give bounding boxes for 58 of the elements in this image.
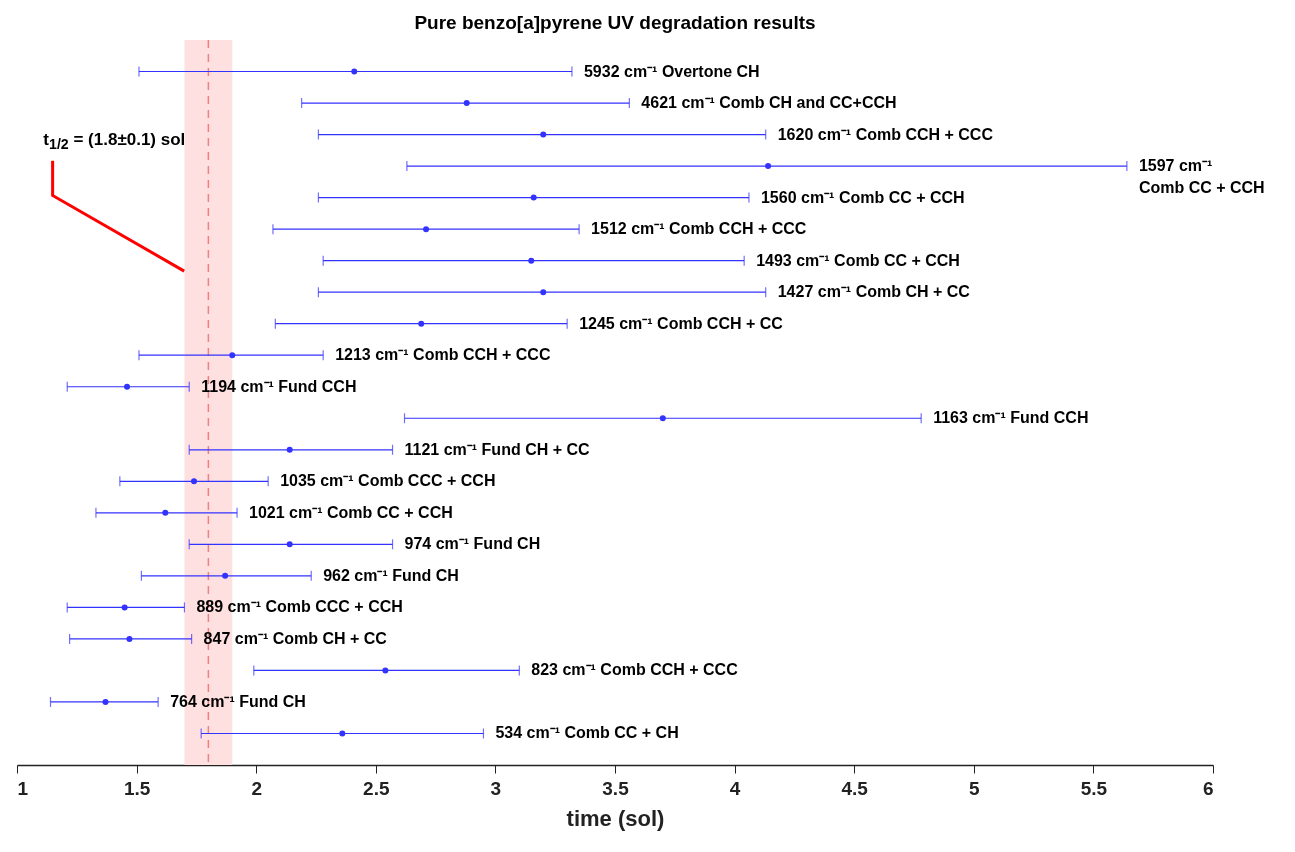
point xyxy=(463,100,470,107)
x-tick-label: 1.5 xyxy=(123,777,151,799)
y-tick-label: 1560 cm⁻¹ Comb CC + CCH xyxy=(760,188,965,206)
point xyxy=(102,698,109,705)
y-tick-label: 1493 cm⁻¹ Comb CC + CCH xyxy=(756,251,960,269)
y-tick-label: 764 cm⁻¹ Fund CH xyxy=(170,692,306,710)
y-tick-label: 1194 cm⁻¹ Fund CCH xyxy=(201,377,357,395)
x-tick-label: 6 xyxy=(1202,777,1214,799)
y-tick-label: 1121 cm⁻¹ Fund CH + CC xyxy=(404,440,591,458)
point xyxy=(418,320,425,327)
y-tick-label: 1597 cm⁻¹ Comb CC + CCH xyxy=(1138,157,1265,197)
x-tick-label: 4.5 xyxy=(841,777,869,799)
point xyxy=(162,509,169,516)
y-tick-label: 4621 cm⁻¹ Comb CH and CC+CCH xyxy=(641,94,897,112)
point xyxy=(229,352,236,359)
x-tick-label: 3.5 xyxy=(602,777,630,799)
x-tick-label: 1 xyxy=(17,777,29,799)
y-tick-label: 847 cm⁻¹ Comb CH + CC xyxy=(203,629,388,647)
point xyxy=(528,257,535,264)
point xyxy=(124,383,131,390)
point xyxy=(423,226,430,233)
y-tick-label: 1427 cm⁻¹ Comb CH + CC xyxy=(777,283,971,301)
y-tick-label: 962 cm⁻¹ Fund CH xyxy=(323,566,459,584)
point xyxy=(126,635,133,642)
y-tick-label: 1163 cm⁻¹ Fund CCH xyxy=(933,409,1089,427)
y-tick-label: 823 cm⁻¹ Comb CCH + CCC xyxy=(531,661,739,679)
point xyxy=(121,604,128,611)
y-tick-label: 5932 cm⁻¹ Overtone CH xyxy=(583,62,760,80)
ref-line-label: t$_{1/2}$ = (1.8±0.1) sol xyxy=(43,129,186,153)
point xyxy=(382,667,389,674)
y-tick-label: 1035 cm⁻¹ Comb CCC + CCH xyxy=(280,472,496,490)
y-tick-label: 1512 cm⁻¹ Comb CCH + CCC xyxy=(591,220,807,238)
x-tick-label: 3 xyxy=(490,777,502,799)
y-tick-label: 1213 cm⁻¹ Comb CCH + CCC xyxy=(335,346,551,364)
point xyxy=(540,289,547,296)
point xyxy=(222,572,229,579)
point xyxy=(659,415,666,422)
x-axis-title: time (sol) xyxy=(566,805,665,831)
point xyxy=(286,541,293,548)
point xyxy=(286,446,293,453)
x-tick-label: 4 xyxy=(729,777,741,799)
point xyxy=(540,131,547,138)
point xyxy=(191,478,198,485)
point xyxy=(339,730,346,737)
x-tick-label: 5 xyxy=(969,777,981,799)
y-tick-label: 889 cm⁻¹ Comb CCC + CCH xyxy=(196,598,403,616)
point xyxy=(530,194,537,201)
point xyxy=(351,68,358,75)
point xyxy=(765,163,772,170)
chart-title: Pure benzo[a]pyrene UV degradation results xyxy=(414,12,816,34)
y-tick-label: 974 cm⁻¹ Fund CH xyxy=(404,535,541,553)
y-tick-label: 1245 cm⁻¹ Comb CCH + CC xyxy=(579,314,784,332)
x-tick-label: 5.5 xyxy=(1080,777,1108,799)
y-tick-label: 1021 cm⁻¹ Comb CC + CCH xyxy=(249,503,453,521)
x-tick-label: 2 xyxy=(251,777,262,799)
y-tick-label: 534 cm⁻¹ Comb CC + CH xyxy=(495,724,679,742)
x-tick-label: 2.5 xyxy=(363,777,390,799)
y-tick-label: 1620 cm⁻¹ Comb CCH + CCC xyxy=(777,125,994,143)
